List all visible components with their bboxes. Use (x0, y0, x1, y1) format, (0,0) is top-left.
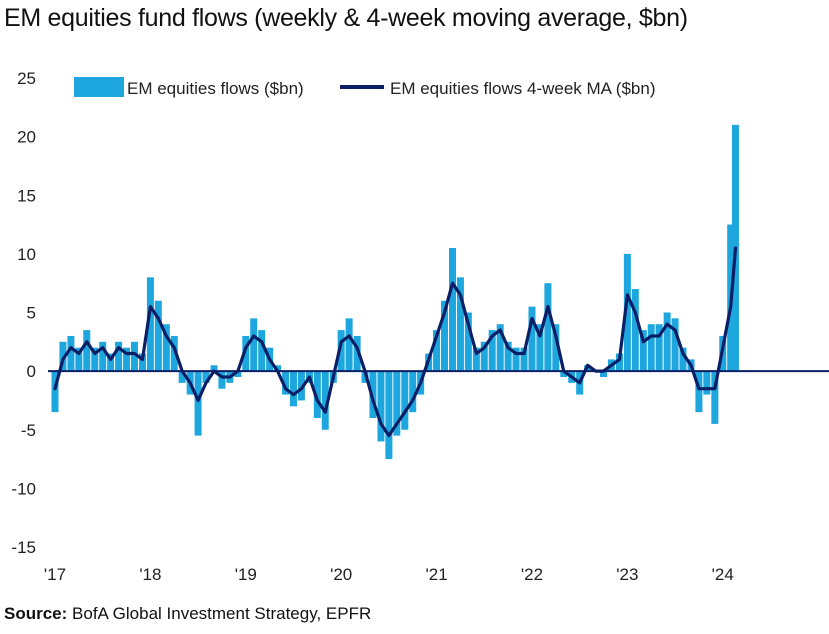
flow-bar (123, 347, 131, 372)
flow-bar (250, 318, 258, 372)
flow-bar (194, 371, 202, 436)
flow-bar (409, 371, 417, 413)
flow-bar (536, 324, 544, 372)
flow-bar (67, 335, 75, 372)
flow-bar (552, 324, 560, 372)
x-tick-label: '20 (330, 565, 352, 584)
flow-bar (401, 371, 409, 430)
flow-bar (623, 253, 631, 372)
flow-bar (647, 324, 655, 372)
flow-bar (345, 318, 353, 372)
flow-bar (377, 371, 385, 442)
flow-bar (274, 365, 282, 372)
flow-bar (488, 330, 496, 372)
flow-bar (663, 312, 671, 372)
flow-bar (234, 371, 242, 377)
y-tick-label: -10 (11, 479, 36, 498)
flow-bar (91, 347, 99, 372)
flow-bar (297, 371, 305, 401)
flow-bar (83, 330, 91, 372)
flow-bar (528, 306, 536, 372)
flow-bar (337, 330, 345, 372)
flow-bar (631, 289, 639, 372)
source-note: Source: BofA Global Investment Strategy,… (4, 604, 371, 624)
x-tick-label: '24 (712, 565, 734, 584)
flow-bar (679, 347, 687, 372)
flow-bar (258, 330, 266, 372)
flow-bar (393, 371, 401, 436)
flow-bar (138, 353, 146, 372)
legend-label-ma-line: EM equities flows 4-week MA ($bn) (390, 79, 656, 98)
y-axis-ticks: 25 20 15 10 5 0 -5 -10 -15 (11, 69, 36, 557)
flow-bar (282, 371, 290, 395)
flow-bar (520, 347, 528, 372)
flow-bar (162, 324, 170, 372)
flow-bar (313, 371, 321, 419)
x-axis-ticks: '17 '18 '19 '20 '21 '22 '23 '24 (44, 565, 734, 584)
flow-bar (456, 277, 464, 372)
bar-series (51, 124, 739, 460)
flow-bar (544, 283, 552, 372)
flow-bar (512, 347, 520, 372)
moving-average-line (53, 246, 738, 438)
flow-bar (695, 371, 703, 413)
flow-bar (202, 371, 210, 383)
flow-bar (99, 341, 107, 372)
y-tick-label: -15 (11, 538, 36, 557)
flow-bar (107, 353, 115, 372)
y-tick-label: 15 (17, 186, 36, 205)
flow-bar (51, 371, 59, 413)
flow-bar (711, 371, 719, 424)
chart-title: EM equities fund flows (weekly & 4-week … (4, 4, 688, 32)
flow-bar (289, 371, 297, 407)
flow-bar (75, 347, 83, 372)
y-tick-label: 0 (27, 362, 36, 381)
flow-bar (671, 318, 679, 372)
x-tick-label: '22 (521, 565, 543, 584)
source-text: BofA Global Investment Strategy, EPFR (67, 604, 372, 623)
y-tick-label: 5 (27, 304, 36, 323)
x-tick-label: '21 (426, 565, 448, 584)
flow-bar (115, 341, 123, 372)
flow-bar (440, 300, 448, 372)
flow-bar (321, 371, 329, 430)
y-tick-label: 25 (17, 69, 36, 88)
flow-bar (560, 371, 568, 377)
flow-bar (218, 371, 226, 389)
source-label: Source: (4, 604, 68, 623)
flow-bar (600, 371, 608, 377)
flow-bar (504, 341, 512, 372)
flow-bar (242, 335, 250, 372)
flow-bar (639, 330, 647, 372)
flow-bar (59, 341, 67, 372)
x-tick-label: '17 (44, 565, 66, 584)
flow-bar (496, 324, 504, 372)
flow-bar (385, 371, 393, 460)
x-tick-label: '18 (139, 565, 161, 584)
y-tick-label: 10 (17, 245, 36, 264)
y-tick-label: -5 (21, 421, 36, 440)
flow-bar (449, 248, 457, 372)
legend: EM equities flows ($bn) EM equities flow… (74, 77, 656, 98)
flow-bar (472, 347, 480, 372)
flow-bar (178, 371, 186, 383)
flow-bar (655, 324, 663, 372)
flow-bar (210, 365, 218, 372)
legend-swatch-bars (74, 77, 124, 97)
flow-bar (353, 335, 361, 372)
flow-bar (703, 371, 711, 395)
flow-bar (154, 300, 162, 372)
flow-bar (170, 335, 178, 372)
flow-bar (130, 341, 138, 372)
flow-bar (146, 277, 154, 372)
flow-bar (433, 330, 441, 372)
x-tick-label: '19 (235, 565, 257, 584)
flow-bar (615, 353, 623, 372)
legend-label-bars: EM equities flows ($bn) (127, 79, 304, 98)
flow-bar (480, 341, 488, 372)
flow-bar (464, 312, 472, 372)
y-tick-label: 20 (17, 128, 36, 147)
x-tick-label: '23 (616, 565, 638, 584)
